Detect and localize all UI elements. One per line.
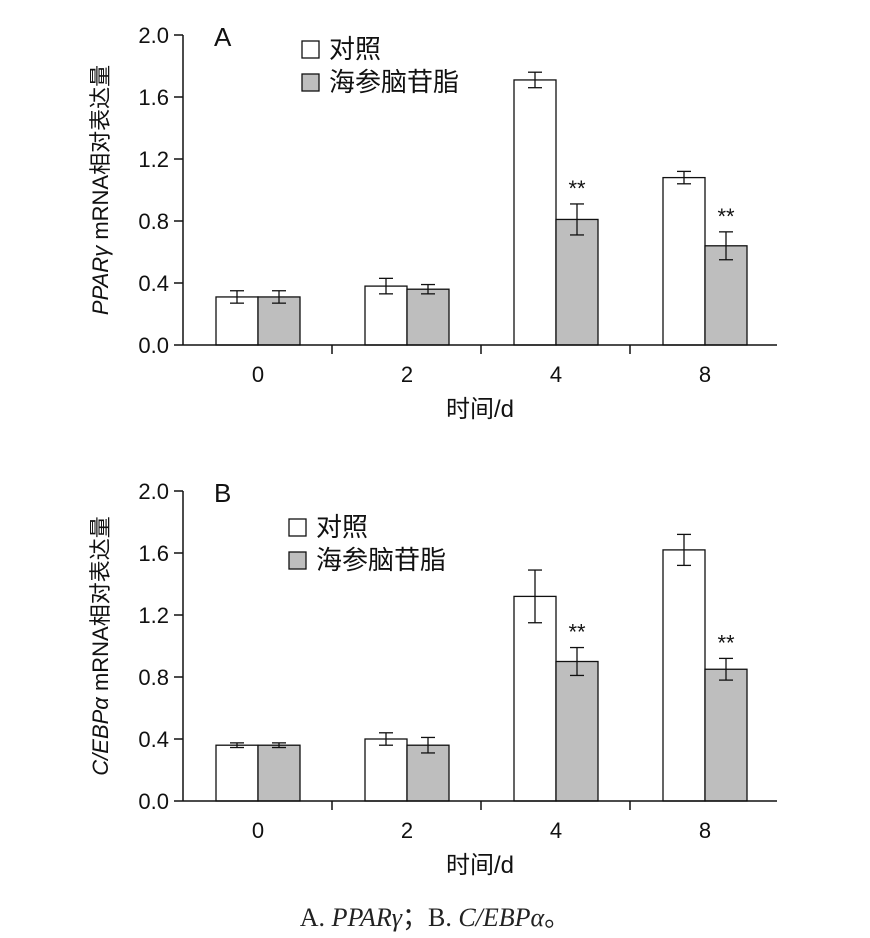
panel-label: B — [214, 478, 231, 508]
y-axis-label-unit: mRNA相对表达量 — [88, 65, 113, 246]
legend-swatch — [288, 518, 307, 537]
y-tick-label: 2.0 — [138, 23, 169, 48]
y-tick-label: 1.2 — [138, 603, 169, 628]
error-bar — [421, 736, 435, 754]
bar-treatment-8 — [704, 668, 748, 802]
x-tick-label: 4 — [550, 818, 562, 843]
legend-swatch — [288, 551, 307, 570]
x-tick-label: 0 — [252, 818, 264, 843]
bar-control-2 — [364, 738, 408, 802]
bar-treatment-4 — [555, 660, 599, 802]
caption-b-prefix: B. — [428, 903, 459, 932]
error-bar — [379, 277, 393, 295]
y-axis-label: PPARγ mRNA相对表达量 — [88, 65, 113, 315]
significance-marker: ** — [568, 620, 586, 645]
panel-label: A — [214, 22, 232, 52]
error-bar — [719, 657, 733, 681]
error-bar — [677, 533, 691, 567]
chart-panel-a: ** ** 0.0 0.4 0.8 1.2 1.6 2.0 0 2 4 8 时间/d PPARγ mRNA… — [88, 22, 777, 423]
bar-control-8 — [662, 549, 706, 802]
y-tick-label: 0.8 — [138, 665, 169, 690]
y-tick-label: 1.6 — [138, 541, 169, 566]
error-bar — [230, 742, 244, 749]
y-tick-label: 0.4 — [138, 727, 169, 752]
legend-label: 对照 — [316, 512, 368, 542]
error-bar — [719, 231, 733, 261]
x-axis-label: 时间/d — [446, 852, 514, 879]
y-tick-label: 2.0 — [138, 479, 169, 504]
y-axis-label-gene: PPARγ — [88, 244, 113, 315]
error-bar — [677, 170, 691, 185]
legend-swatch — [301, 73, 320, 92]
error-bar — [528, 71, 542, 89]
bar-treatment-0 — [257, 296, 301, 346]
y-tick-label: 1.2 — [138, 147, 169, 172]
x-axis-label: 时间/d — [446, 396, 514, 423]
significance-marker: ** — [568, 176, 586, 201]
error-bar — [379, 732, 393, 746]
bar-control-0 — [215, 296, 259, 346]
bar-control-8 — [662, 176, 706, 346]
x-tick-label: 4 — [550, 362, 562, 387]
legend-label: 海参脑苷脂 — [329, 67, 459, 97]
x-tick-label: 2 — [401, 362, 413, 387]
bar-control-0 — [215, 744, 259, 802]
bar-control-4 — [513, 595, 557, 802]
error-bar — [570, 646, 584, 677]
bar-treatment-0 — [257, 744, 301, 802]
bar-treatment-2 — [406, 744, 450, 802]
significance-marker: ** — [717, 204, 735, 229]
y-axis-label-unit: mRNA相对表达量 — [88, 516, 113, 697]
legend-label: 海参脑苷脂 — [316, 545, 446, 575]
caption-separator: ； — [401, 903, 428, 932]
x-tick-label: 8 — [699, 818, 711, 843]
y-tick-label: 0.8 — [138, 209, 169, 234]
x-tick-label: 0 — [252, 362, 264, 387]
y-tick-label: 0.0 — [138, 789, 169, 814]
caption-a-gene: PPARγ — [331, 903, 402, 932]
caption-b-gene: C/EBPα — [458, 903, 545, 932]
y-tick-label: 0.4 — [138, 271, 169, 296]
y-tick-label: 1.6 — [138, 85, 169, 110]
figure-caption: A. PPARγ；B. C/EBPα。 — [0, 897, 870, 934]
caption-end: 。 — [544, 903, 571, 932]
caption-a-prefix: A. — [299, 903, 332, 932]
legend-label: 对照 — [329, 34, 381, 64]
chart-panel-b: ** ** 0.0 0.4 0.8 1.2 1.6 2.0 0 2 4 8 时间/d C/EBPα mRN… — [88, 478, 777, 879]
error-bar — [528, 569, 542, 624]
bar-control-2 — [364, 285, 408, 346]
y-axis-label-gene: C/EBPα — [88, 696, 113, 776]
y-tick-label: 0.0 — [138, 333, 169, 358]
significance-marker: ** — [717, 630, 735, 655]
y-axis-label: C/EBPα mRNA相对表达量 — [88, 516, 113, 775]
error-bar — [272, 290, 286, 304]
x-tick-label: 8 — [699, 362, 711, 387]
error-bar — [570, 203, 584, 236]
error-bar — [272, 742, 286, 749]
bar-treatment-4 — [555, 218, 599, 346]
figure: ** ** 0.0 0.4 0.8 1.2 1.6 2.0 0 2 4 8 时间/d PPARγ mRNA… — [88, 22, 777, 879]
x-tick-label: 2 — [401, 818, 413, 843]
error-bar — [421, 283, 435, 295]
bar-control-4 — [513, 79, 557, 346]
bar-treatment-2 — [406, 288, 450, 346]
error-bar — [230, 290, 244, 304]
bar-treatment-8 — [704, 245, 748, 346]
legend-swatch — [301, 40, 320, 59]
